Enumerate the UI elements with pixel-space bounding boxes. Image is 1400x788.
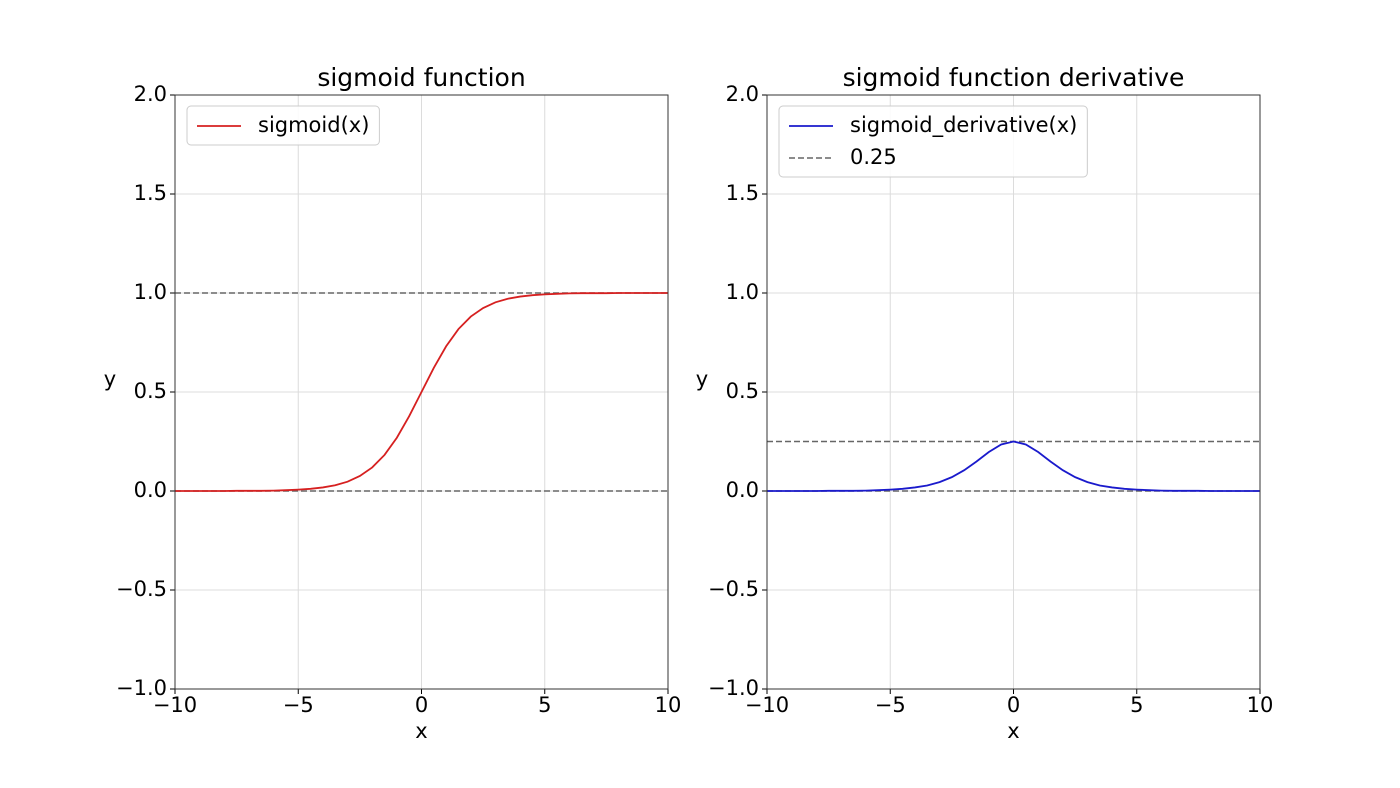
y-tick-label: 0.0: [726, 478, 759, 502]
series-line: [175, 292, 668, 492]
y-tick-label: 1.5: [726, 181, 759, 205]
x-tick-label: 5: [1130, 693, 1143, 717]
y-tick-label: 1.5: [134, 181, 167, 205]
x-tick-label: 0: [1007, 693, 1020, 717]
x-tick-label: 10: [1247, 693, 1274, 717]
x-tick-label: 5: [538, 693, 551, 717]
legend-label: sigmoid_derivative(x): [850, 113, 1077, 138]
y-tick-label: 2.0: [726, 82, 759, 106]
x-tick-label: 0: [415, 693, 428, 717]
legend-label: sigmoid(x): [258, 113, 369, 137]
chart-title: sigmoid function derivative: [843, 63, 1185, 92]
x-tick-label: −5: [875, 693, 906, 717]
subplot: −10 −5 0 5 10 −1.0 −0.5 0.0 0.5 1.0 1.5 2.0 sigmoid …: [104, 63, 682, 743]
y-tick-label: −1.0: [116, 676, 167, 700]
x-axis-label: x: [415, 719, 427, 743]
legend-label: 0.25: [850, 145, 897, 169]
y-tick-label: 1.0: [726, 280, 759, 304]
chart-title: sigmoid function: [317, 63, 525, 92]
y-tick-label: −0.5: [116, 577, 167, 601]
legend: sigmoid(x): [186, 105, 380, 146]
x-tick-label: −5: [283, 693, 314, 717]
x-tick-label: −10: [745, 693, 789, 717]
subplot: −10 −5 0 5 10 −1.0 −0.5 0.0 0.5 1.0 1.5 2.0 sigmoid …: [696, 63, 1274, 743]
y-tick-label: −0.5: [708, 577, 759, 601]
x-tick-label: 10: [655, 693, 682, 717]
y-axis-label: y: [104, 367, 116, 391]
axes-frame: [766, 94, 1261, 690]
axes-frame: [174, 94, 669, 690]
legend: sigmoid_derivative(x) 0.25: [778, 105, 1088, 178]
x-axis-label: x: [1007, 719, 1019, 743]
y-tick-label: 1.0: [134, 280, 167, 304]
legend-box: [778, 105, 1088, 178]
y-tick-label: 0.5: [726, 379, 759, 403]
y-tick-label: 0.5: [134, 379, 167, 403]
y-tick-label: 2.0: [134, 82, 167, 106]
x-tick-label: −10: [153, 693, 197, 717]
y-tick-label: −1.0: [708, 676, 759, 700]
y-tick-label: 0.0: [134, 478, 167, 502]
series-line: [767, 440, 1260, 492]
y-axis-label: y: [696, 367, 708, 391]
legend-box: [186, 105, 380, 146]
